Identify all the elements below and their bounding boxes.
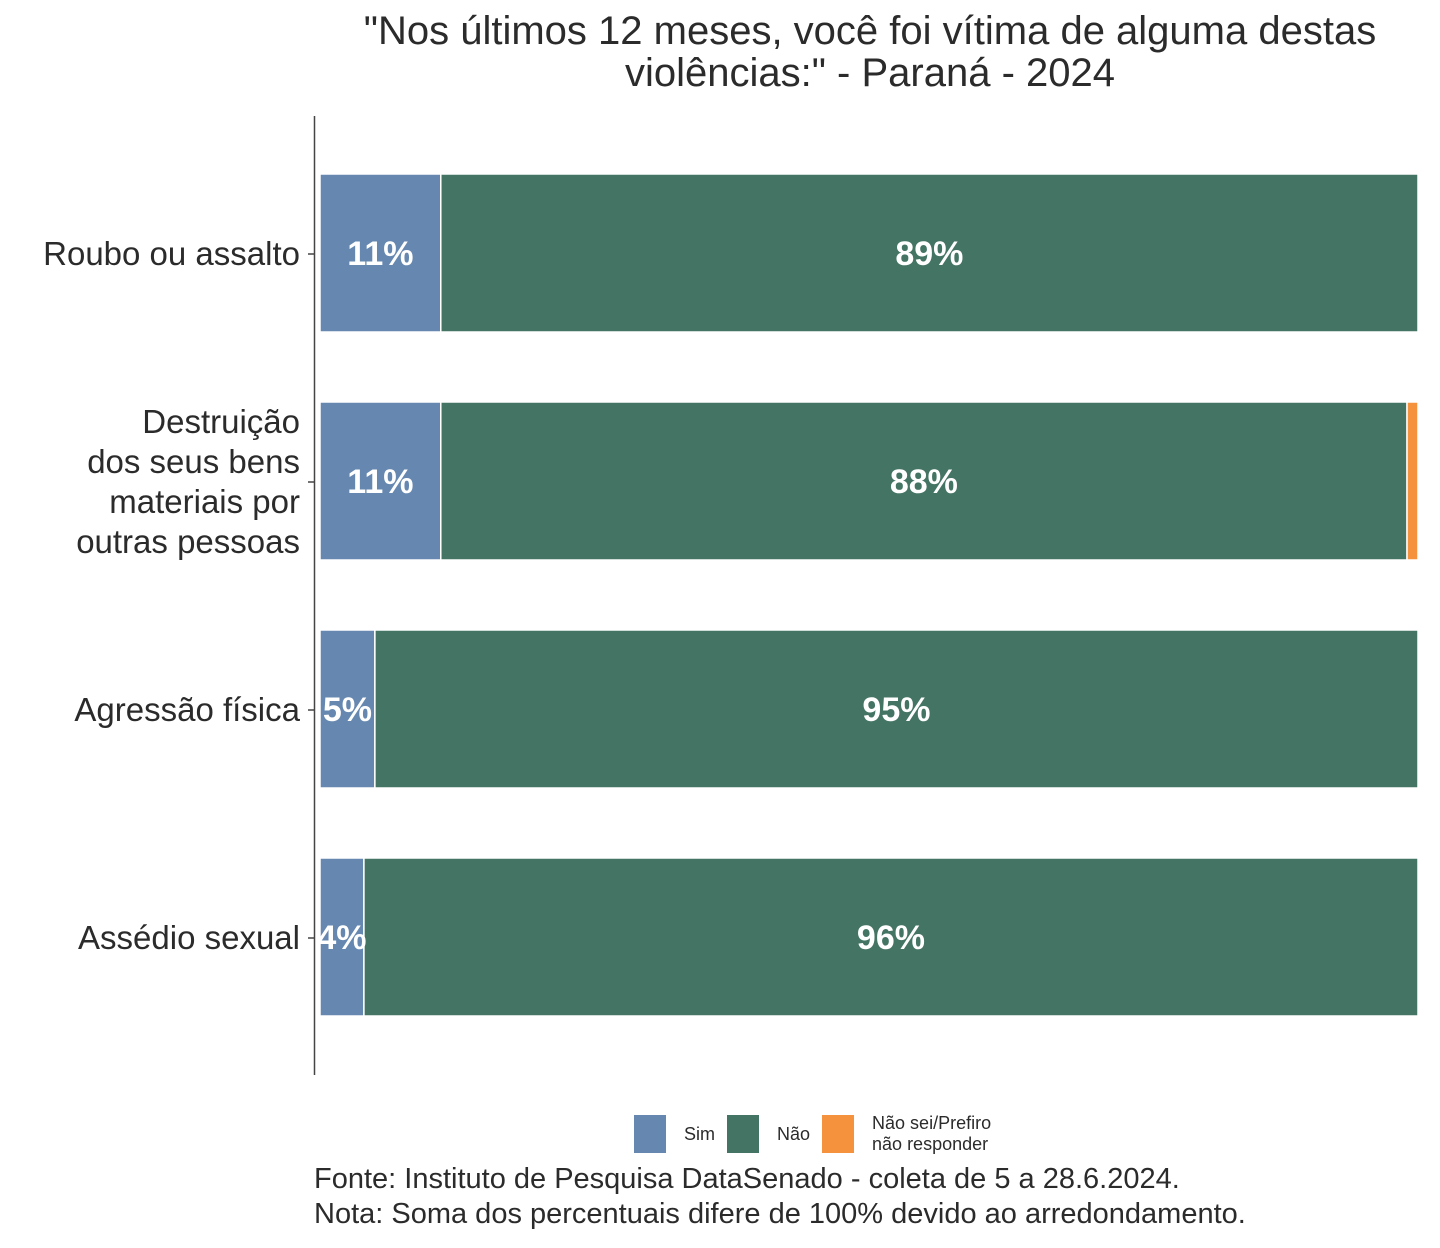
bar-sim-4 xyxy=(319,857,365,1017)
legend-swatch xyxy=(727,1115,759,1153)
legend-swatch xyxy=(822,1115,855,1153)
category-label: Agressão física xyxy=(74,691,300,728)
category-label: Roubo ou assalto xyxy=(43,235,300,272)
footer: Fonte: Instituto de Pesquisa DataSenado … xyxy=(314,1162,1246,1232)
legend-item: Sim xyxy=(634,1115,715,1153)
data-label: 5% xyxy=(323,691,372,729)
legend-label: Não sei/Prefiro não responder xyxy=(872,1113,992,1154)
bar-chart: 11% 89% Roubo ou assalto 11% 88% Destruição do… xyxy=(43,116,1419,1075)
category-label: Destruição dos seus bens materiais por outr… xyxy=(76,403,300,560)
legend-label: Não xyxy=(777,1123,811,1144)
legend-item: Não xyxy=(727,1115,810,1153)
labels-layer: 11% 89% Roubo ou assalto 11% 88% Destruição do… xyxy=(43,235,963,957)
legend: Sim Não Não sei/Prefiro não responder xyxy=(634,1113,1003,1155)
bar-sim-3 xyxy=(319,629,376,789)
bar-sim-1 xyxy=(319,173,442,333)
legend-swatch xyxy=(634,1115,666,1153)
bar-n-o-1 xyxy=(440,173,1419,333)
legend-item: Não sei/Prefiro não responder xyxy=(822,1113,991,1155)
legend-label: Sim xyxy=(684,1123,715,1144)
chart-title: "Nos últimos 12 meses, você foi vítima d… xyxy=(363,9,1377,95)
data-label: 89% xyxy=(895,235,963,273)
rounding-note: Nota: Soma dos percentuais difere de 100… xyxy=(314,1198,1246,1230)
data-label: 11% xyxy=(347,235,413,273)
data-label: 88% xyxy=(890,463,958,501)
data-label: 4% xyxy=(317,919,366,957)
bar-n-o-2 xyxy=(440,401,1408,561)
data-label: 96% xyxy=(857,919,925,957)
data-label: 11% xyxy=(347,463,413,501)
bars-layer xyxy=(319,173,1419,1017)
bar-n-o-3 xyxy=(374,629,1419,789)
ticks-layer xyxy=(308,253,314,939)
category-label: Assédio sexual xyxy=(78,919,300,956)
data-label: 95% xyxy=(862,691,930,729)
bar-n-o-4 xyxy=(363,857,1419,1017)
source-note: Fonte: Instituto de Pesquisa DataSenado … xyxy=(314,1163,1180,1195)
bar-n-o-sei-prefiro-2 xyxy=(1406,401,1419,561)
